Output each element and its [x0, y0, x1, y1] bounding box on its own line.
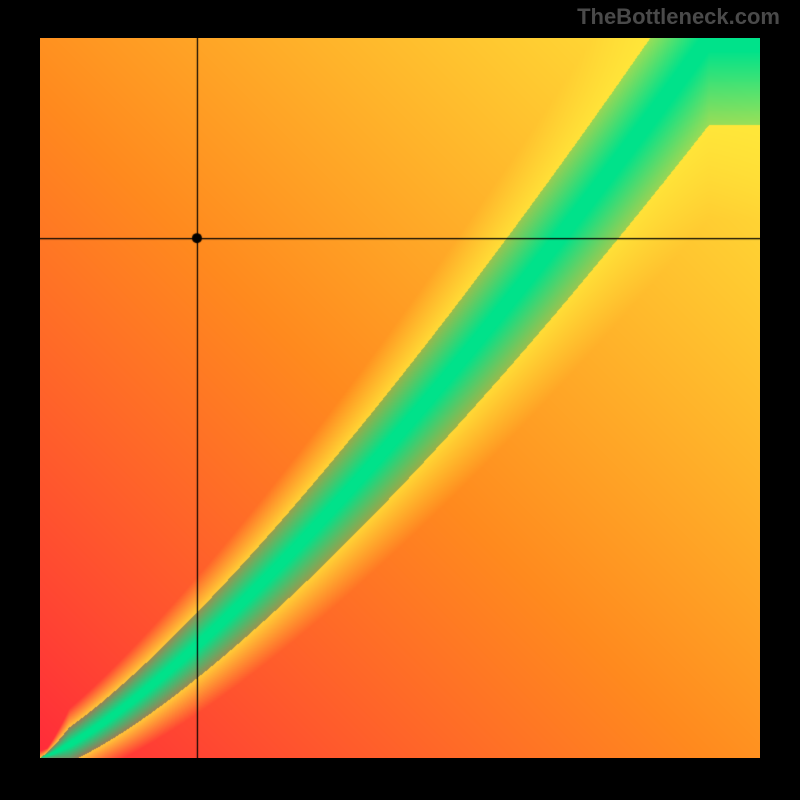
- watermark-text: TheBottleneck.com: [577, 4, 780, 30]
- chart-container: TheBottleneck.com: [0, 0, 800, 800]
- heatmap-canvas: [40, 38, 760, 758]
- plot-area: [40, 38, 760, 758]
